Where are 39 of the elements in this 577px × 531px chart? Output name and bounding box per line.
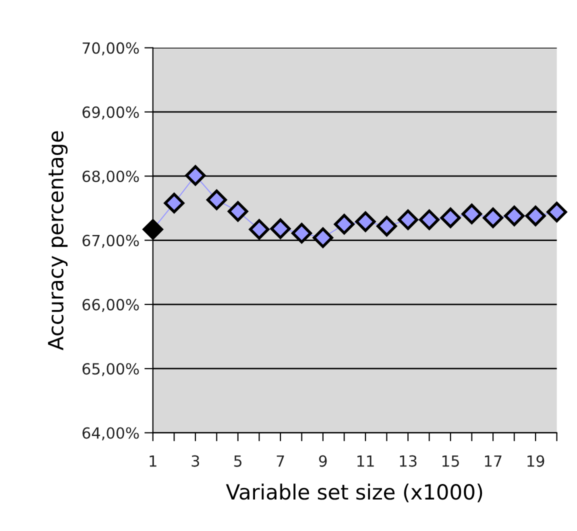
- y-tick-label: 64,00%: [82, 427, 139, 440]
- point: [419, 210, 440, 230]
- y-tick-label: 69,00%: [82, 106, 139, 120]
- x-tick-label: 11: [357, 455, 374, 467]
- point: [355, 211, 376, 232]
- x-axis-title: Variable set size (x1000): [226, 484, 482, 502]
- point: [440, 208, 461, 228]
- point: [142, 219, 164, 240]
- point: [164, 192, 184, 214]
- point: [525, 206, 546, 226]
- point: [228, 201, 248, 222]
- point: [462, 204, 482, 224]
- y-tick-label: 67,00%: [82, 234, 139, 248]
- y-tick-label: 68,00%: [82, 170, 139, 184]
- y-tick-label: 66,00%: [82, 298, 139, 312]
- point: [482, 208, 504, 228]
- point: [270, 218, 291, 239]
- y-tick-label: 70,00%: [82, 42, 139, 56]
- x-tick-label: 5: [234, 455, 242, 467]
- point: [334, 214, 354, 234]
- point: [248, 219, 270, 240]
- x-tick-label: 13: [400, 455, 416, 467]
- x-tick-label: 3: [192, 455, 200, 467]
- point: [206, 190, 227, 210]
- y-axis-title: Accuracy percentage: [48, 131, 68, 350]
- point: [185, 165, 206, 186]
- point: [546, 202, 568, 222]
- x-tick-label: 15: [442, 455, 459, 467]
- point: [376, 216, 397, 236]
- x-tick-label: 7: [276, 455, 284, 467]
- point: [312, 227, 334, 248]
- x-tick-label: 17: [484, 455, 502, 467]
- x-tick-label: 1: [150, 455, 156, 467]
- point: [398, 210, 418, 230]
- x-tick-label: 19: [528, 455, 544, 467]
- y-tick-label: 65,00%: [82, 363, 139, 376]
- point: [291, 222, 312, 244]
- point: [504, 206, 525, 226]
- x-tick-label: 9: [319, 455, 327, 467]
